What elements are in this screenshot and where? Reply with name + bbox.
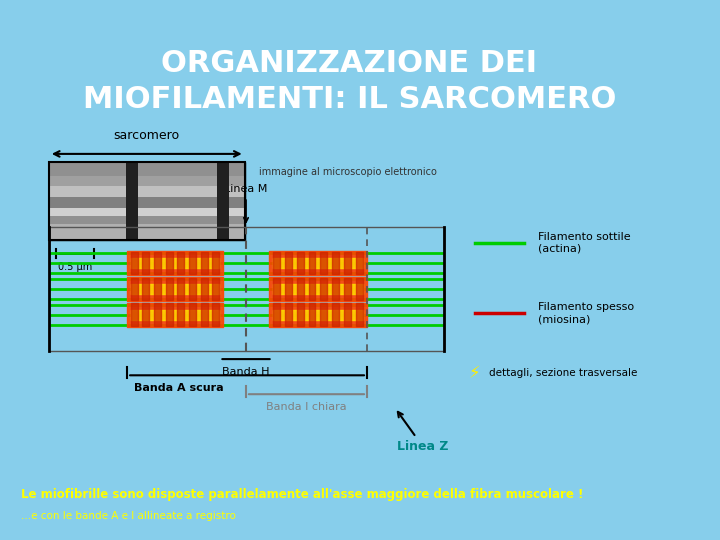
Text: Banda I chiara: Banda I chiara xyxy=(266,402,347,413)
Bar xyxy=(49,197,245,208)
Text: Linea Z: Linea Z xyxy=(397,412,449,453)
Bar xyxy=(49,216,245,224)
Bar xyxy=(49,162,245,176)
Text: dettagli, sezione trasversale: dettagli, sezione trasversale xyxy=(489,368,638,377)
Text: Banda A scura: Banda A scura xyxy=(134,383,224,394)
Text: ...e con le bande A e I allineate a registro: ...e con le bande A e I allineate a regi… xyxy=(21,511,236,521)
Bar xyxy=(49,227,444,351)
Text: immagine al microscopio elettronico: immagine al microscopio elettronico xyxy=(258,167,436,178)
Bar xyxy=(49,162,245,240)
Text: 0.5 μm: 0.5 μm xyxy=(58,262,92,273)
Text: sarcomero: sarcomero xyxy=(114,129,180,142)
Text: Linea M: Linea M xyxy=(225,184,268,222)
Bar xyxy=(49,224,245,240)
Text: Filamento spesso
(miosina): Filamento spesso (miosina) xyxy=(538,302,634,324)
Text: Filamento sottile
(actina): Filamento sottile (actina) xyxy=(538,232,631,254)
Bar xyxy=(126,162,138,240)
Bar xyxy=(49,186,245,197)
Bar xyxy=(49,162,245,240)
Text: Le miofibrille sono disposte parallelamente all'asse maggiore della fibra muscol: Le miofibrille sono disposte parallelame… xyxy=(21,488,583,501)
Bar xyxy=(49,176,245,186)
Bar xyxy=(49,208,245,216)
Text: ⚡: ⚡ xyxy=(468,363,480,382)
Text: Banda H: Banda H xyxy=(222,367,270,377)
Text: ORGANIZZAZIONE DEI
MIOFILAMENTI: IL SARCOMERO: ORGANIZZAZIONE DEI MIOFILAMENTI: IL SARC… xyxy=(83,49,616,113)
Bar xyxy=(217,162,229,240)
